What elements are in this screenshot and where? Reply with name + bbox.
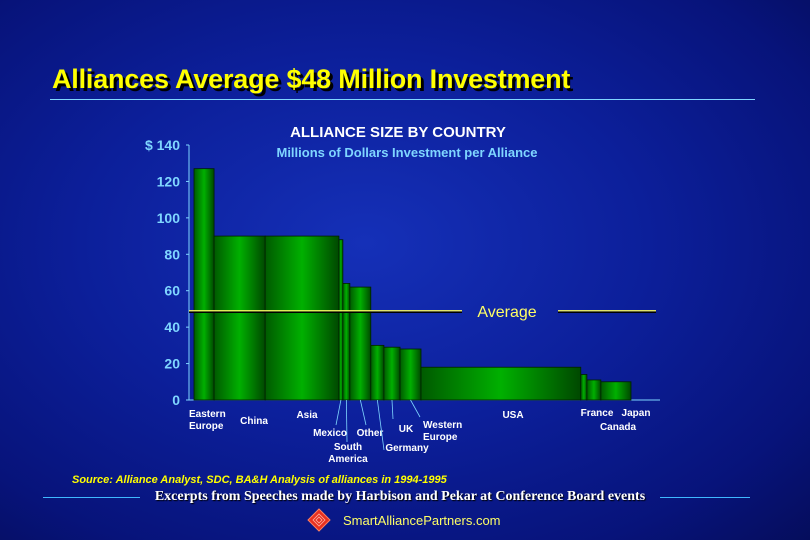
title-divider [50,99,755,100]
bar-mexico [338,239,344,401]
x-label-china: China [240,416,268,427]
leader-line [345,399,348,443]
bar-eastern-europe [193,168,215,401]
bar-usa [420,366,582,401]
leader-line [391,399,394,420]
website-link[interactable]: SmartAlliancePartners.com [343,513,501,528]
bar-china [213,235,266,401]
y-tick-label: 40 [164,319,180,335]
y-tick-label: 100 [157,210,181,226]
footer-rule-left [43,497,140,498]
chart-title: ALLIANCE SIZE BY COUNTRY [290,124,506,141]
bar-western-europe [399,348,422,401]
bar-japan [600,381,632,401]
x-label-usa: USA [502,410,523,421]
bar-other [349,286,372,401]
source-note: Source: Alliance Analyst, SDC, BA&H Anal… [72,474,447,486]
y-tick-label: $ 140 [145,137,180,153]
slide-title: Alliances Average $48 Million Investment [52,64,571,94]
average-label: Average [477,304,536,321]
y-tick-label: 20 [164,356,180,372]
x-label-other: Other [357,428,384,439]
logo-icon [307,508,331,532]
x-label-canada: Canada [600,422,637,433]
chart-subtitle: Millions of Dollars Investment per Allia… [276,145,537,160]
bar-uk [383,346,401,401]
y-tick-label: 120 [157,173,181,189]
x-label-germany: Germany [385,443,429,454]
leader-line [376,399,385,451]
x-label-mexico: Mexico [313,428,347,439]
y-tick-label: 60 [164,283,180,299]
leader-line [335,399,342,426]
leader-line [410,399,421,418]
footer-rule-right [660,497,750,498]
x-label-france: France [581,408,614,419]
x-label-south-america: South America [328,442,368,465]
y-tick-label: 80 [164,246,180,262]
y-tick-label: 0 [172,392,180,408]
x-label-uk: UK [399,424,414,435]
x-label-asia: Asia [296,410,318,421]
x-label-eastern-europe: Eastern Europe [189,409,226,432]
bar-south-america [342,283,351,401]
leader-line [359,399,367,426]
x-label-japan: Japan [622,408,651,419]
bar-canada [586,379,602,401]
bar-asia [264,235,340,401]
bar-france [580,374,588,401]
excerpt-caption: Excerpts from Speeches made by Harbison … [154,489,646,504]
bar-germany [370,344,385,401]
x-label-western-europe: Western Europe [423,420,462,443]
